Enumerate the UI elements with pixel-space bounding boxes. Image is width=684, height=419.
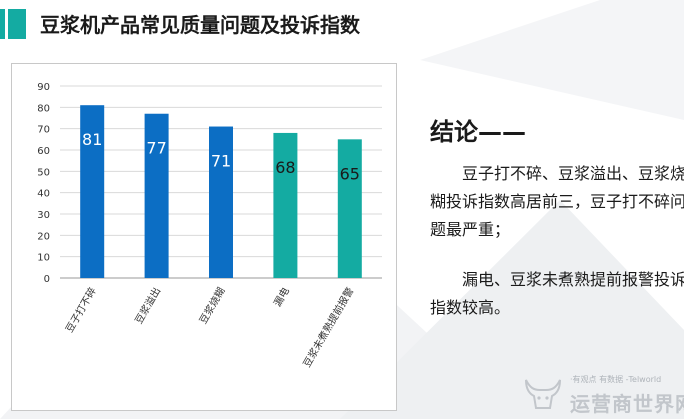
data-label: 65 (340, 164, 360, 183)
x-tick-label: 豆子打不碎 (63, 285, 99, 335)
title-bar: 豆浆机产品常见质量问题及投诉指数 (0, 0, 684, 52)
x-tick-label: 漏电 (271, 285, 292, 309)
x-tick-label: 豆浆溢出 (132, 285, 163, 326)
y-tick-label: 0 (44, 274, 50, 285)
y-tick-label: 80 (37, 103, 50, 114)
watermark-site-name: 运营商世界网 (570, 392, 684, 416)
chart-panel: 0 10 20 30 40 50 60 70 80 90 81 豆子打不碎 77 豆浆溢出 71 豆浆烧糊 68… (11, 63, 397, 411)
title-accent-bar (0, 9, 26, 39)
x-tick-label: 豆浆烧糊 (196, 285, 227, 326)
y-tick-label: 90 (37, 82, 50, 93)
bull-logo-icon (525, 379, 561, 409)
page-title: 豆浆机产品常见质量问题及投诉指数 (40, 13, 360, 37)
y-tick-label: 60 (37, 146, 50, 157)
bar (209, 126, 233, 279)
data-label: 68 (275, 158, 295, 177)
y-tick-label: 40 (37, 189, 50, 200)
conclusion-paragraph-2: 漏电、豆浆未煮熟提前报警投诉指数较高。 (430, 270, 684, 317)
data-label: 77 (146, 139, 166, 158)
watermark: ·有观点 有数据 -Telworld 运营商世界网 (518, 372, 684, 416)
y-tick-label: 30 (37, 210, 50, 221)
data-label: 81 (82, 130, 102, 149)
bar-chart: 0 10 20 30 40 50 60 70 80 90 81 豆子打不碎 77 豆浆溢出 71 豆浆烧糊 68… (37, 82, 382, 369)
y-tick-label: 70 (37, 125, 50, 136)
bar (144, 113, 169, 278)
y-tick-label: 20 (37, 231, 50, 242)
watermark-slogan: ·有观点 有数据 -Telworld (570, 375, 662, 384)
y-tick-label: 10 (37, 253, 50, 264)
conclusion-paragraph-1: 豆子打不碎、豆浆溢出、豆浆烧糊投诉指数高居前三，豆子打不碎问题最严重； (430, 164, 684, 239)
conclusion-title: 结论—— (430, 118, 526, 146)
bar (273, 132, 298, 278)
title-accent-divider (5, 9, 8, 39)
bar (337, 139, 362, 278)
data-label: 71 (211, 152, 231, 171)
x-tick-label: 豆浆未煮熟提前报警 (300, 285, 356, 369)
y-tick-label: 50 (37, 167, 50, 178)
bar (80, 105, 105, 278)
